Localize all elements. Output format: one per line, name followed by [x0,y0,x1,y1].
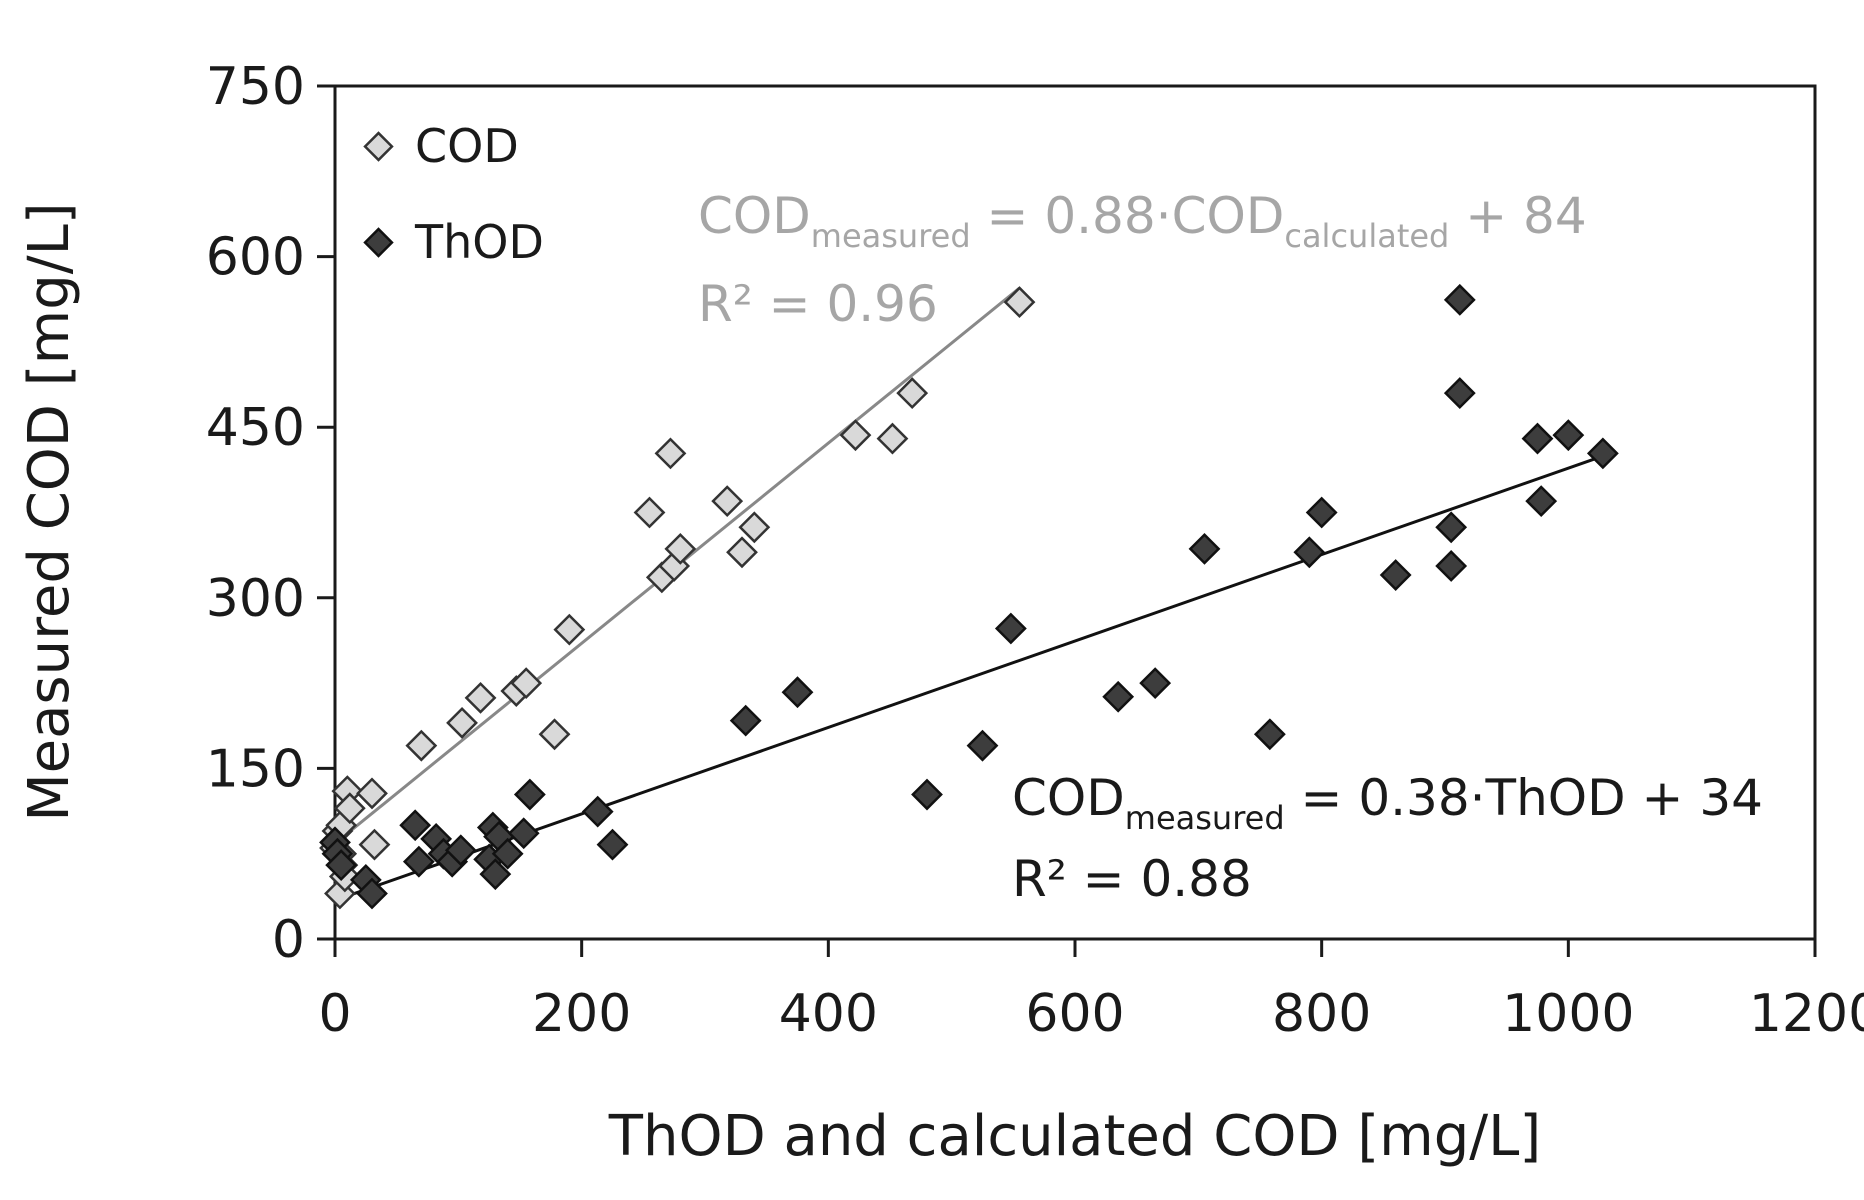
point-thod [1552,419,1585,452]
eq-cod-rhs-main: COD [1172,187,1285,245]
point-thod [1525,485,1558,518]
point-thod [1188,532,1221,565]
point-thod [399,809,432,842]
point-thod [356,877,388,910]
point-cod [738,511,771,544]
point-thod [1253,718,1286,751]
point-thod [513,778,546,811]
point-thod [729,704,762,737]
point-cod [633,496,666,529]
equation-thod: CODmeasured = 0.38·ThOD + 34 [1012,769,1763,837]
point-thod [994,612,1027,645]
point-thod [911,778,943,811]
point-thod [966,729,999,762]
point-thod [1443,377,1476,409]
point-cod [405,729,438,762]
point-cod [446,706,478,739]
point-cod [896,377,929,409]
series-cod [319,286,1036,910]
point-cod [510,667,543,700]
series-thod [319,283,1619,910]
legend-label-cod: COD [415,119,519,173]
eq-thod-lhs-main: COD [1012,769,1125,827]
r2-cod: R² = 0.96 [698,275,938,333]
point-thod [1435,511,1468,544]
legend-marker-cod [363,131,394,162]
legend-marker-thod [363,227,394,258]
eq-thod-mid: = 0.38·ThOD + 34 [1285,769,1763,827]
y-axis-title: Measured COD [mg/L] [17,202,82,821]
x-tick-label: 600 [1025,984,1124,1044]
legend-entry-thod: ThOD [363,215,544,269]
point-thod [1305,496,1338,529]
eq-cod-rhs-sub: calculated [1284,217,1449,255]
y-tick-label: 150 [206,739,305,799]
equation-annotation-thod: CODmeasured = 0.38·ThOD + 34 R² = 0.88 [1012,769,1763,908]
x-tick-label: 0 [318,984,351,1044]
point-thod [1139,667,1172,700]
point-cod [711,485,744,518]
point-thod [402,845,435,878]
eq-cod-lhs-main: COD [698,187,811,245]
point-thod [1293,536,1326,569]
legend-label-thod: ThOD [414,215,544,269]
legend-entry-cod: COD [363,119,519,173]
y-tick-label: 0 [272,910,305,970]
x-tick-label: 200 [532,984,631,1044]
x-tick-label: 1000 [1502,984,1634,1044]
point-cod [1003,286,1036,319]
point-thod [444,834,477,867]
point-thod [1586,437,1619,470]
eq-cod-tail: + 84 [1449,187,1586,245]
equation-annotation-cod: CODmeasured = 0.88·CODcalculated + 84 R²… [698,187,1587,333]
point-cod [839,419,872,452]
point-thod [1435,550,1468,582]
point-thod [781,676,814,709]
x-tick-label: 800 [1272,984,1371,1044]
point-cod [664,532,697,565]
x-axis-ticks: 0 200 400 600 800 1000 1200 [318,939,1864,1044]
x-axis-title: ThOD and calculated COD [mg/L] [608,1104,1541,1169]
point-thod [325,849,358,881]
legend: COD ThOD [363,119,544,269]
point-cod [726,536,758,569]
eq-thod-lhs-sub: measured [1125,799,1285,837]
y-tick-label: 450 [206,398,305,458]
y-tick-label: 300 [206,569,305,629]
point-cod [876,422,909,455]
point-thod [1521,422,1554,455]
y-axis-ticks: 0 150 300 450 600 750 [206,57,335,970]
x-tick-label: 400 [779,984,878,1044]
equation-cod: CODmeasured = 0.88·CODcalculated + 84 [698,187,1587,255]
eq-cod-lhs-sub: measured [811,217,971,255]
point-cod [358,828,391,861]
point-thod [491,837,524,870]
point-thod [1379,559,1412,591]
trendline-thod [353,454,1604,896]
data-points [319,283,1619,910]
point-cod [553,613,586,646]
point-cod [538,718,571,751]
point-cod [654,437,687,470]
point-thod [1443,283,1476,316]
point-cod [464,681,497,714]
r2-thod: R² = 0.88 [1012,850,1252,908]
point-thod [479,858,512,891]
eq-cod-mid: = 0.88· [971,187,1172,245]
y-tick-label: 600 [206,228,305,288]
point-cod [333,792,366,825]
point-thod [507,817,540,850]
point-cod [356,777,388,810]
point-thod [581,795,614,828]
y-tick-label: 750 [206,57,305,117]
point-thod [596,828,629,861]
point-thod [1102,680,1135,713]
x-tick-label: 1200 [1749,984,1864,1044]
